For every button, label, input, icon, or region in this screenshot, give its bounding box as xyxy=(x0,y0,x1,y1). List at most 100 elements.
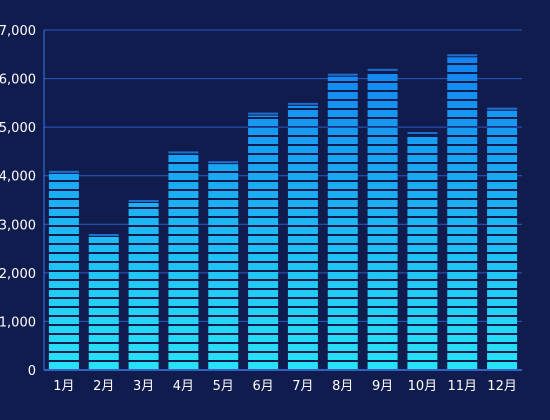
bar-segment xyxy=(208,344,239,351)
bar-segment xyxy=(287,245,318,252)
bar-segment xyxy=(48,326,79,333)
y-tick-label: 2,000 xyxy=(0,267,36,282)
bar-segment xyxy=(128,209,159,216)
bar-segment xyxy=(48,173,79,180)
bar-segment xyxy=(367,317,398,324)
bar-segment xyxy=(407,245,438,252)
y-tick-label: 0 xyxy=(28,364,36,379)
bar-segment xyxy=(168,191,199,198)
bar-segment xyxy=(128,281,159,288)
bar-segment xyxy=(487,209,518,216)
bar-segment xyxy=(487,362,518,369)
bar-segment xyxy=(287,146,318,153)
bar-segment xyxy=(208,164,239,171)
bar-segment xyxy=(327,76,358,81)
bar-segment xyxy=(487,146,518,153)
x-tick-label: 7月 xyxy=(292,379,313,394)
bar-segment xyxy=(447,155,478,162)
bar-segment xyxy=(208,200,239,207)
bar xyxy=(487,107,518,369)
bar-segment xyxy=(248,236,279,243)
bar-segment xyxy=(128,245,159,252)
bar-cap xyxy=(327,73,358,76)
bar-segment xyxy=(168,155,199,162)
bar-cap xyxy=(48,170,79,173)
bar-segment xyxy=(168,218,199,225)
bar-segment xyxy=(248,272,279,279)
bar-segment xyxy=(287,105,318,108)
bar-cap xyxy=(367,68,398,71)
bar-segment xyxy=(367,110,398,117)
bar-segment xyxy=(367,326,398,333)
bar-segment xyxy=(208,281,239,288)
bar-segment xyxy=(447,317,478,324)
bar-segment xyxy=(287,326,318,333)
bar-segment xyxy=(367,119,398,126)
bar-segment xyxy=(367,92,398,99)
bar-segment xyxy=(487,128,518,135)
bar-segment xyxy=(287,263,318,270)
x-tick-label: 6月 xyxy=(252,379,273,394)
bar-segment xyxy=(287,281,318,288)
bar-segment xyxy=(367,218,398,225)
bar-segment xyxy=(407,173,438,180)
bar-segment xyxy=(367,83,398,90)
bar-segment xyxy=(168,326,199,333)
bar-segment xyxy=(248,344,279,351)
bar-segment xyxy=(248,254,279,261)
bar-segment xyxy=(128,218,159,225)
x-tick-label: 4月 xyxy=(173,379,194,394)
bar-segment xyxy=(327,290,358,297)
bar-segment xyxy=(128,299,159,306)
bar-segment xyxy=(287,155,318,162)
bar-segment xyxy=(248,191,279,198)
bar-segment xyxy=(287,317,318,324)
bar-segment xyxy=(48,353,79,360)
bar-segment xyxy=(208,353,239,360)
bar-segment xyxy=(248,146,279,153)
bar-segment xyxy=(367,146,398,153)
bar-segment xyxy=(487,191,518,198)
bar-segment xyxy=(407,137,438,144)
bar-segment xyxy=(88,353,119,360)
bar-segment xyxy=(128,335,159,342)
bar-segment xyxy=(88,299,119,306)
bar-segment xyxy=(407,281,438,288)
bar-segment xyxy=(487,308,518,315)
bar-segment xyxy=(327,227,358,234)
bar-segment xyxy=(208,362,239,369)
bar-segment xyxy=(447,263,478,270)
y-tick-label: 5,000 xyxy=(0,121,36,136)
bar-segment xyxy=(208,290,239,297)
bar-segment xyxy=(327,254,358,261)
bar-segment xyxy=(487,290,518,297)
bar-segment xyxy=(327,362,358,369)
bar-segment xyxy=(487,353,518,360)
bar-segment xyxy=(327,191,358,198)
bar-segment xyxy=(367,281,398,288)
bar-segment xyxy=(447,83,478,90)
bar-segment xyxy=(88,362,119,369)
bar-segment xyxy=(168,290,199,297)
bar-segment xyxy=(327,308,358,315)
bar-segment xyxy=(487,119,518,126)
bar-segment xyxy=(327,83,358,90)
bar-segment xyxy=(208,326,239,333)
bar-segment xyxy=(287,362,318,369)
bar-segment xyxy=(447,344,478,351)
bar-segment xyxy=(287,191,318,198)
bar-segment xyxy=(447,209,478,216)
bar-segment xyxy=(447,164,478,171)
bar xyxy=(128,200,159,369)
bar-segment xyxy=(367,155,398,162)
bar-segment xyxy=(447,272,478,279)
bar-segment xyxy=(367,200,398,207)
bar-segment xyxy=(487,173,518,180)
bar xyxy=(88,234,119,369)
y-tick-label: 1,000 xyxy=(0,315,36,330)
bar-segment xyxy=(367,272,398,279)
bar-cap xyxy=(248,112,279,115)
bar-segment xyxy=(327,101,358,108)
bar-segment xyxy=(327,299,358,306)
bar-segment xyxy=(248,299,279,306)
